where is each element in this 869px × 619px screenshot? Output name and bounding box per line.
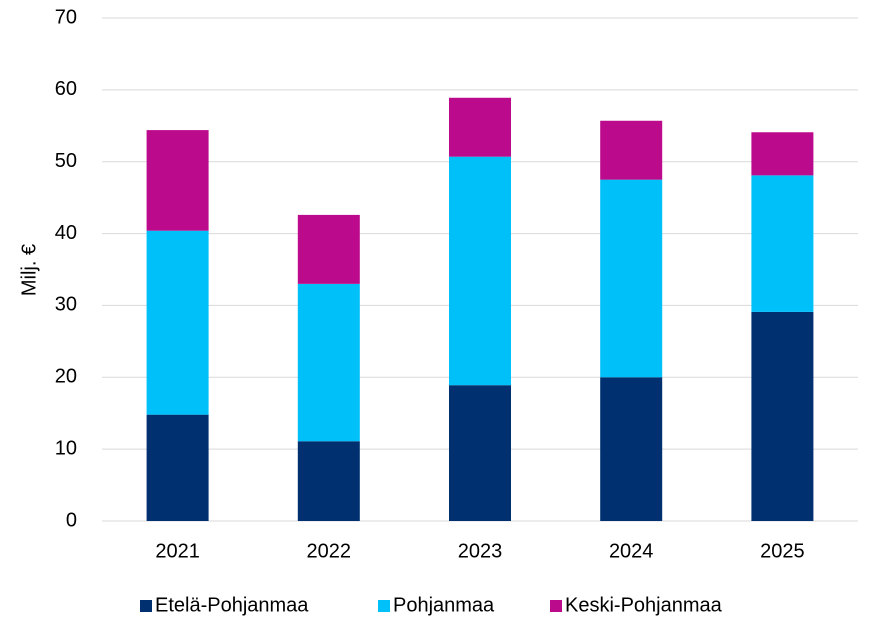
- bar-segment: [600, 179, 663, 378]
- bar-segment: [449, 156, 511, 386]
- bar-segment: [751, 132, 814, 176]
- y-tick-label: 0: [66, 509, 77, 531]
- bar-segment: [449, 97, 511, 157]
- bar-segment: [146, 130, 209, 231]
- bar-segment: [449, 385, 511, 521]
- legend-swatch: [140, 600, 152, 612]
- legend-swatch: [378, 600, 390, 612]
- y-tick-label: 40: [55, 222, 77, 244]
- bar-segment: [751, 175, 814, 312]
- bar-segment: [297, 441, 360, 521]
- bar-segment: [751, 311, 814, 521]
- y-tick-label: 20: [55, 366, 77, 388]
- x-tick-label: 2022: [307, 540, 352, 562]
- y-tick-label: 30: [55, 294, 77, 316]
- y-tick-label: 60: [55, 78, 77, 100]
- y-tick-label: 10: [55, 437, 77, 459]
- y-tick-label: 70: [55, 6, 77, 28]
- bar-segment: [600, 120, 663, 180]
- bar-segment: [297, 283, 360, 442]
- y-tick-label: 50: [55, 150, 77, 172]
- legend-label: Keski-Pohjanmaa: [565, 594, 723, 616]
- x-tick-label: 2025: [760, 540, 805, 562]
- x-tick-label: 2023: [458, 540, 503, 562]
- legend-label: Etelä-Pohjanmaa: [155, 594, 309, 616]
- legend-label: Pohjanmaa: [393, 594, 495, 616]
- bar-segment: [297, 214, 360, 284]
- bar-segment: [600, 377, 663, 521]
- bar-segment: [146, 230, 209, 415]
- legend-swatch: [550, 600, 562, 612]
- y-axis-label: Milj. €: [18, 244, 40, 296]
- x-tick-label: 2021: [155, 540, 200, 562]
- bar-segment: [146, 414, 209, 521]
- x-tick-label: 2024: [609, 540, 654, 562]
